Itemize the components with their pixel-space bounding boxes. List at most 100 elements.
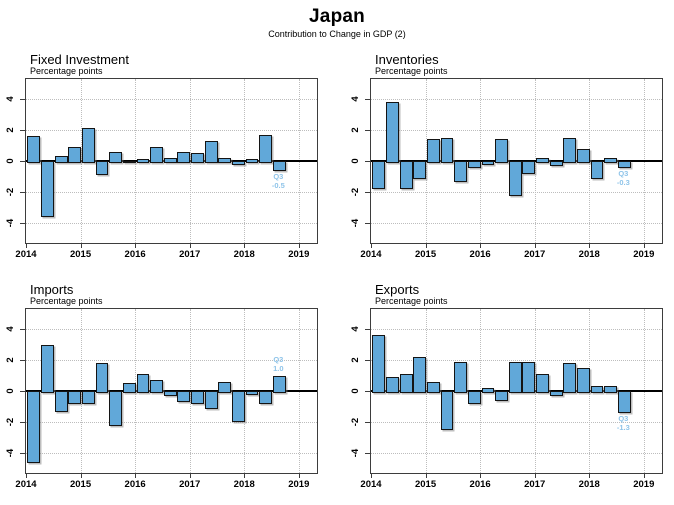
annotation-value: -0.3 [616, 177, 630, 187]
plot-area-exports: 4 2 0 -2 -4 2014 2015 2016 2017 2018 2019 Q3 -1.3 [350, 308, 663, 490]
y-gridline [371, 422, 662, 423]
chart-title: Exports [375, 282, 420, 297]
y-gridline [371, 329, 662, 330]
bar-2015-q1 [426, 381, 440, 393]
y-gridline [26, 192, 317, 193]
y-tick-mark [365, 99, 370, 101]
bar-2015-q4 [467, 161, 481, 168]
x-tick-label: 2017 [179, 479, 201, 490]
chart-panel-imports: Imports Percentage points 4 2 0 -2 -4 2014 201… [5, 282, 318, 505]
bar-2014-q1 [372, 335, 386, 393]
bar-2015-q4 [122, 161, 136, 163]
x-tick-mark [26, 243, 28, 248]
zero-line [26, 390, 317, 392]
bar-2016-q3 [163, 391, 177, 397]
bar-2018-q3 [272, 375, 286, 393]
plot-area-fixed-investment: 4 2 0 -2 -4 2014 2015 2016 2017 2018 2019 Q3 -0.5 [5, 78, 318, 260]
y-tick-mark [20, 360, 25, 362]
y-tick-label: -4 [4, 218, 16, 228]
y-gridline [26, 130, 317, 131]
y-tick-label: 4 [4, 326, 16, 332]
x-tick-label: 2015 [69, 249, 92, 260]
x-tick-label: 2014 [360, 479, 382, 490]
x-tick-mark [425, 473, 427, 478]
y-gridline [371, 99, 662, 100]
x-tick-label: 2017 [524, 479, 546, 490]
x-tick-mark [244, 243, 246, 248]
annotation-value: -1.3 [616, 423, 630, 433]
y-gridline [26, 329, 317, 330]
bar-2015-q3 [109, 151, 123, 163]
bar-2016-q4 [177, 151, 191, 163]
bar-2016-q2 [495, 139, 508, 163]
bar-2015-q1 [81, 128, 95, 163]
x-tick-label: 2019 [633, 249, 655, 260]
bar-2017-q2 [204, 391, 218, 409]
y-gridline [371, 453, 662, 454]
bar-2014-q1 [27, 391, 41, 463]
chart-ylabel: Percentage points [375, 296, 448, 306]
bar-2018-q1 [245, 159, 259, 163]
y-tick-label: 2 [349, 127, 361, 133]
x-tick-mark [643, 473, 645, 478]
x-tick-label: 2015 [69, 479, 92, 490]
y-tick-label: -4 [349, 448, 361, 458]
bar-2016-q1 [481, 161, 495, 165]
bar-2018-q2 [604, 157, 618, 163]
bar-2017-q4 [232, 161, 245, 165]
annotation-quarter: Q3 [618, 414, 629, 424]
bar-2017-q3 [563, 363, 577, 393]
bar-2014-q3 [399, 161, 413, 190]
x-tick-label: 2019 [288, 479, 310, 490]
y-tick-mark [20, 130, 25, 132]
annotation-value: 1.0 [273, 363, 284, 373]
bar-2015-q3 [109, 391, 123, 426]
bar-2018-q3 [617, 161, 631, 168]
x-tick-mark [80, 243, 82, 248]
bar-2015-q2 [95, 363, 109, 393]
y-tick-label: -4 [4, 448, 16, 458]
bar-2014-q3 [54, 391, 68, 412]
x-tick-mark [371, 243, 373, 248]
bar-2017-q1 [191, 153, 204, 163]
x-tick-mark [534, 243, 536, 248]
y-tick-label: 4 [4, 96, 16, 102]
y-tick-mark [365, 192, 370, 194]
x-tick-label: 2016 [469, 479, 491, 490]
bar-2015-q3 [454, 161, 468, 182]
x-tick-mark [135, 473, 137, 478]
latest-quarter-label: Q3 -1.3 [606, 414, 640, 432]
y-tick-label: 2 [349, 357, 361, 363]
bar-2014-q3 [54, 156, 68, 163]
bar-2014-q4 [68, 391, 82, 404]
chart-ylabel: Percentage points [375, 66, 448, 76]
x-tick-mark [371, 473, 373, 478]
bar-2018-q3 [617, 391, 631, 414]
x-tick-label: 2019 [633, 479, 655, 490]
x-tick-label: 2018 [578, 479, 600, 490]
x-tick-label: 2019 [288, 249, 310, 260]
chart-title: Imports [30, 282, 74, 297]
x-tick-label: 2014 [360, 249, 382, 260]
y-gridline [26, 223, 317, 224]
y-gridline [371, 360, 662, 361]
zero-line [371, 160, 662, 162]
bar-2017-q1 [536, 373, 549, 393]
bar-2017-q3 [563, 137, 577, 163]
x-tick-mark [189, 473, 191, 478]
plot-area-inventories: 4 2 0 -2 -4 2014 2015 2016 2017 2018 2019 Q3 -0.3 [350, 78, 663, 260]
y-tick-label: -2 [4, 187, 16, 197]
chart-title: Inventories [375, 52, 439, 67]
bar-2018-q3 [272, 161, 286, 171]
bar-2016-q4 [177, 391, 191, 403]
x-tick-mark [80, 473, 82, 478]
bar-2016-q3 [508, 161, 522, 196]
annotation-quarter: Q3 [273, 354, 284, 364]
annotation-value: -0.5 [271, 180, 285, 190]
y-tick-label: 2 [4, 127, 16, 133]
bar-2017-q4 [577, 367, 590, 393]
x-tick-label: 2016 [124, 249, 146, 260]
y-tick-mark [20, 192, 25, 194]
y-tick-mark [20, 99, 25, 101]
bar-2016-q2 [150, 147, 163, 163]
